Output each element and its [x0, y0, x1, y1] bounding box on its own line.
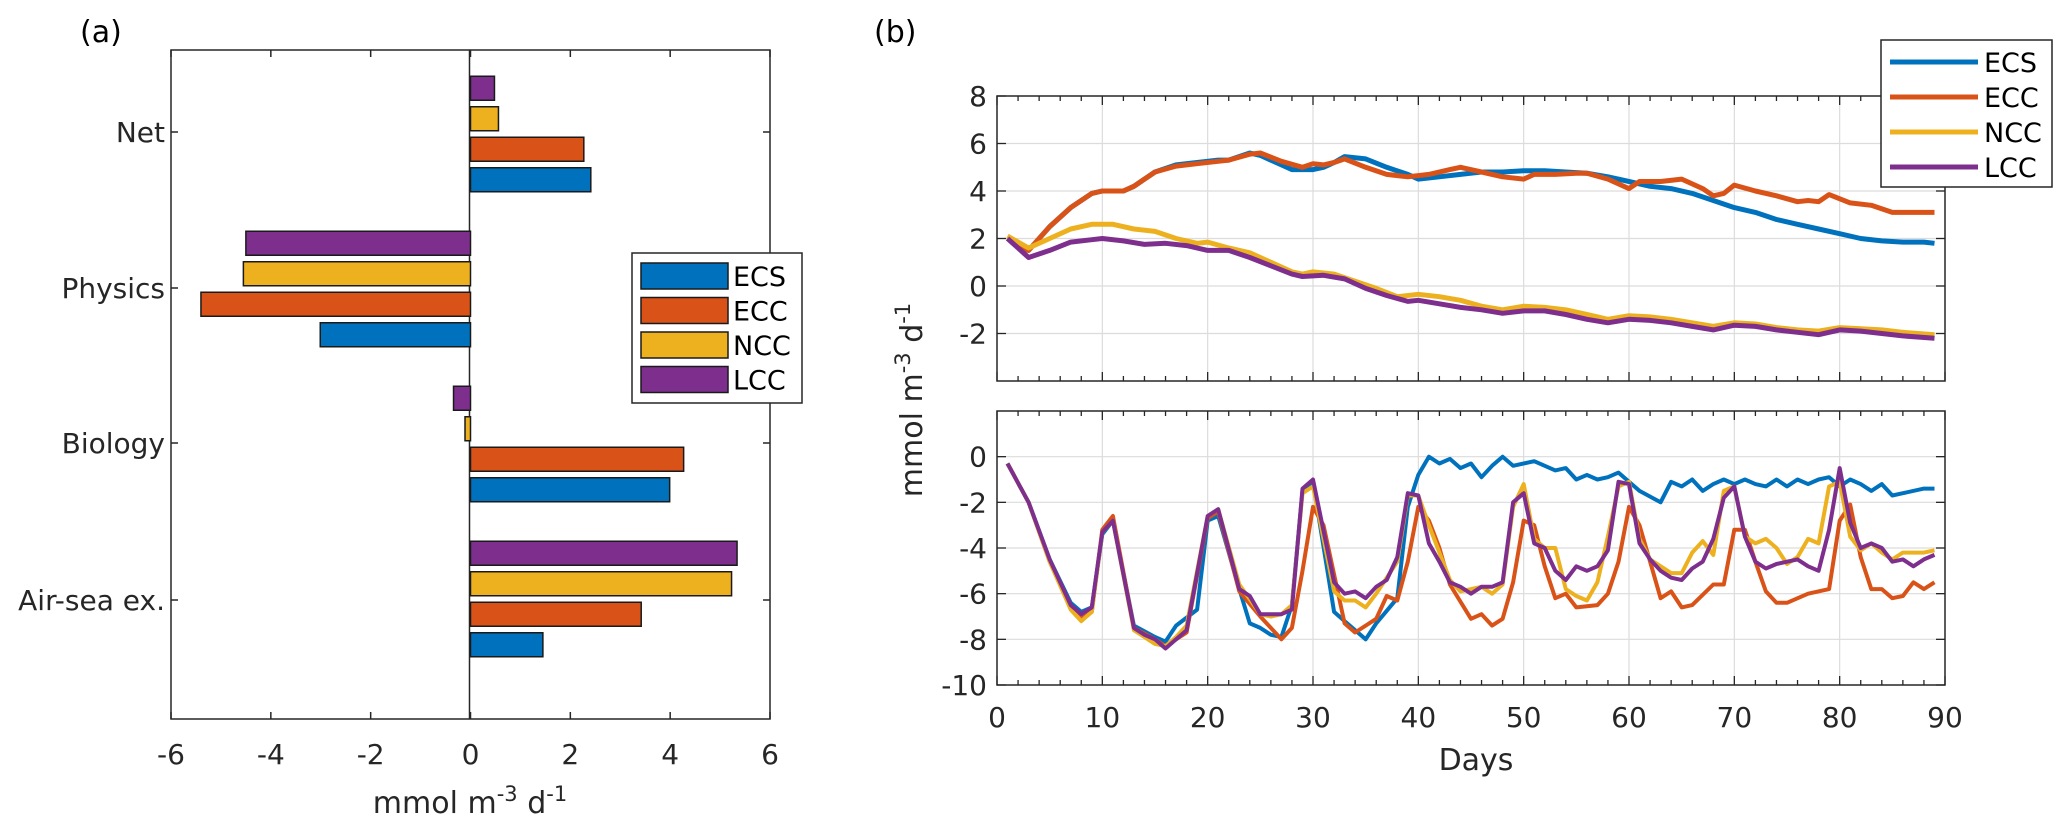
axes-box-daily	[996, 410, 1946, 686]
bar-ncc-biology	[464, 416, 472, 442]
y-tick-label: 6	[969, 128, 987, 161]
category-label: Physics	[61, 272, 165, 305]
legend-label-ecc: ECC	[1984, 83, 2039, 114]
bar-ncc-physics	[242, 261, 472, 287]
bar-ecc-air-sea-ex	[469, 601, 642, 627]
legend-label-ecs: ECS	[1984, 48, 2037, 79]
series-line-ncc-cumulative	[1006, 221, 1935, 338]
category-label: Biology	[62, 427, 165, 460]
legend-swatch-ecc	[640, 296, 729, 325]
y-tick-label: -4	[959, 532, 987, 565]
x-tick-label: 0	[988, 701, 1006, 734]
bar-ecs-net	[469, 167, 592, 193]
x-tick-label: 70	[1717, 701, 1753, 734]
bar-ecc-physics	[200, 291, 472, 317]
x-tick-label: -6	[157, 738, 185, 771]
x-tick-label: -4	[257, 738, 285, 771]
y-tick-label: 4	[969, 175, 987, 208]
x-tick-label: 40	[1401, 701, 1437, 734]
bar-ncc-net	[469, 106, 500, 132]
category-label: Net	[116, 116, 165, 149]
legend-label-ncc: NCC	[733, 331, 791, 362]
panel-b-ylabel: mmol m-3 d-1	[891, 303, 930, 497]
series-line-ecc-daily	[1005, 462, 1936, 649]
y-tick-label: 2	[969, 223, 987, 256]
series-line-lcc-cumulative	[1005, 236, 1935, 341]
panel-b-legend: ECS ECC NCC LCC	[1880, 39, 2053, 188]
legend-label-ncc: NCC	[1984, 118, 2042, 149]
panel-a-label: (a)	[80, 15, 122, 50]
bar-ecs-air-sea-ex	[469, 632, 544, 658]
y-tick-label: -10	[941, 669, 987, 702]
y-tick-label: 8	[969, 80, 987, 113]
bar-ecs-physics	[319, 322, 472, 348]
x-tick-label: 60	[1611, 701, 1647, 734]
x-tick-label: 4	[661, 738, 679, 771]
y-tick-label: 0	[969, 270, 987, 303]
x-tick-label: 90	[1927, 701, 1963, 734]
legend-swatch-ncc	[640, 331, 729, 359]
panel-b-xlabel: Days	[1439, 743, 1514, 778]
y-tick-label: 0	[969, 441, 987, 474]
x-tick-label: 0	[462, 738, 480, 771]
y-tick-label: -6	[959, 578, 987, 611]
bar-ecc-biology	[469, 446, 685, 472]
x-tick-label: 50	[1506, 701, 1542, 734]
x-tick-label: 30	[1295, 701, 1331, 734]
legend-label-lcc: LCC	[1984, 153, 2037, 184]
x-tick-label: 80	[1822, 701, 1858, 734]
x-tick-label: 2	[561, 738, 579, 771]
legend-label-ecc: ECC	[733, 297, 788, 328]
legend-label-ecs: ECS	[733, 262, 786, 293]
y-tick-label: -8	[959, 623, 987, 656]
x-tick-label: 20	[1190, 701, 1226, 734]
y-tick-label: -2	[959, 486, 987, 519]
bar-ncc-air-sea-ex	[469, 571, 733, 597]
x-tick-label: 10	[1085, 701, 1121, 734]
legend-swatch-ecs	[640, 262, 729, 290]
axes-box-cumulative	[996, 95, 1946, 382]
series-line-ecc-cumulative	[1006, 150, 1935, 253]
bar-ecs-biology	[469, 477, 671, 503]
legend-swatch-lcc	[640, 365, 729, 394]
series-line-ecs-daily	[1005, 454, 1935, 644]
panel-b-label: (b)	[874, 15, 916, 50]
bar-lcc-biology	[452, 385, 472, 411]
y-tick-label: -2	[959, 318, 987, 351]
bar-lcc-net	[469, 75, 496, 101]
x-tick-label: -2	[357, 738, 385, 771]
bar-lcc-air-sea-ex	[469, 540, 738, 566]
legend-label-lcc: LCC	[733, 366, 786, 397]
bar-lcc-physics	[245, 230, 472, 256]
series-line-lcc-daily	[1005, 462, 1936, 651]
category-label: Air-sea ex.	[18, 584, 165, 617]
bar-ecc-net	[469, 136, 585, 162]
panel-a-xlabel: mmol m-3 d-1	[373, 782, 567, 821]
x-tick-label: 6	[761, 738, 779, 771]
